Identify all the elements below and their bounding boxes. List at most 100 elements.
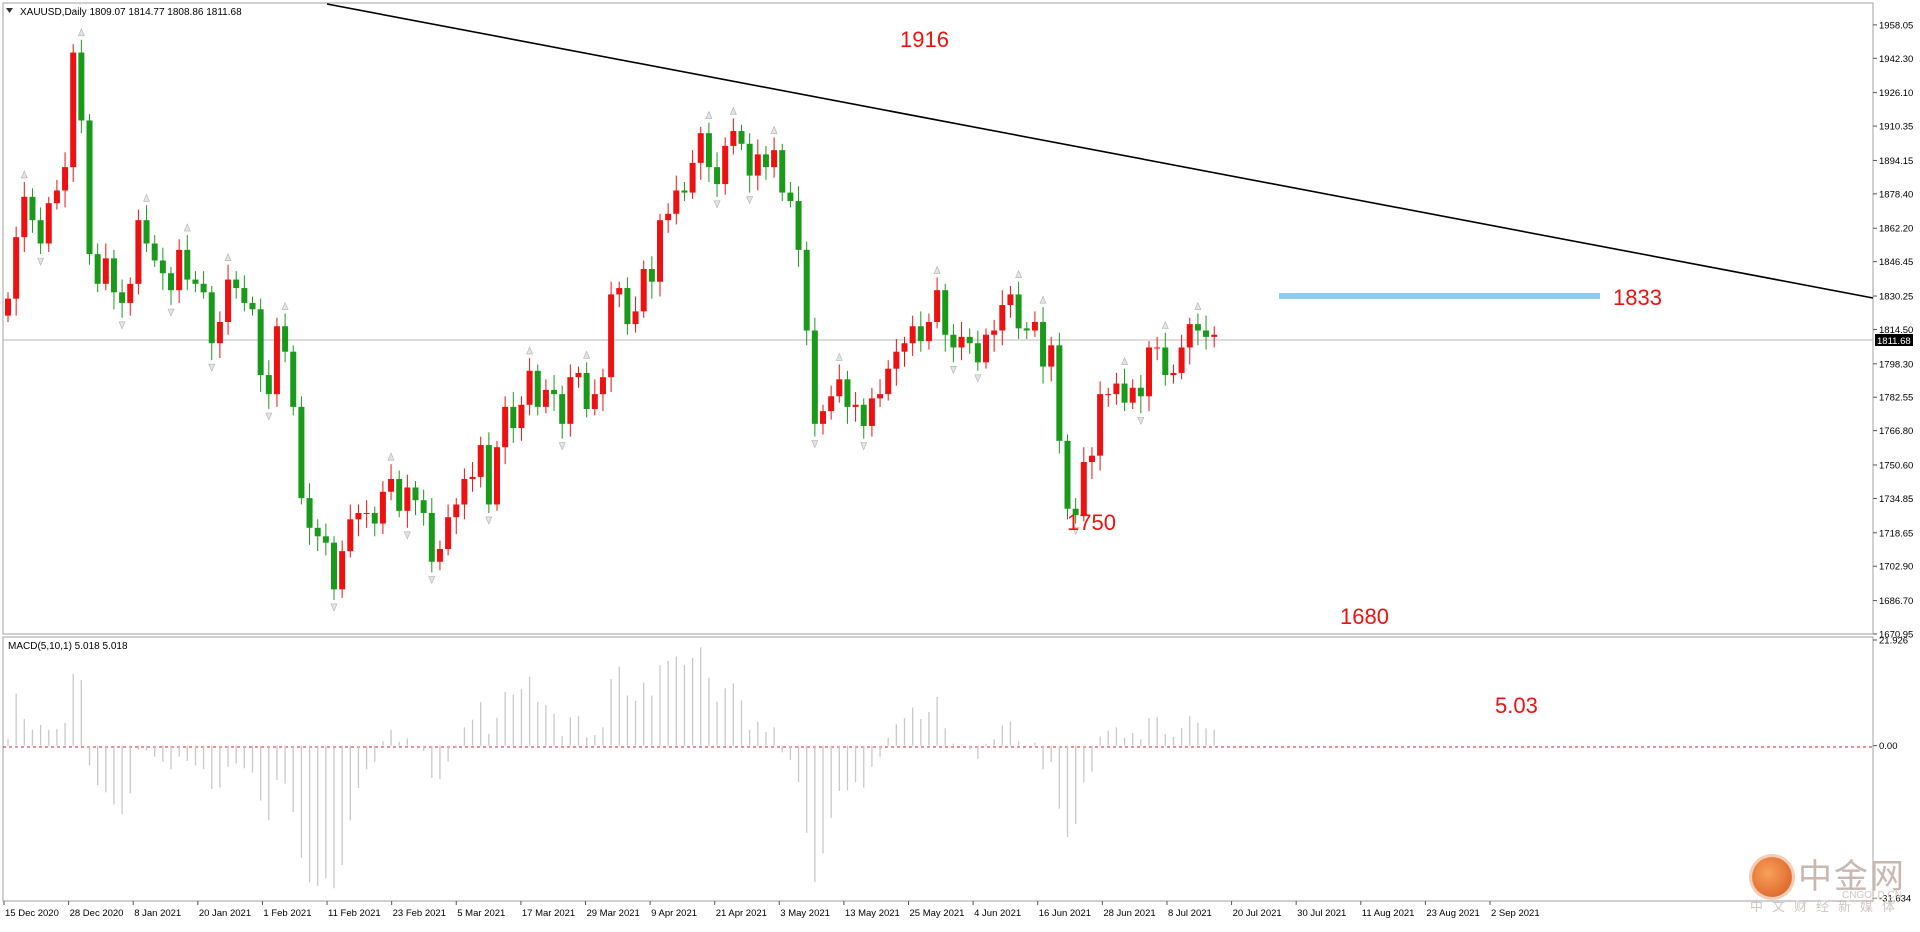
candle-body <box>820 411 826 424</box>
candle-body <box>110 258 117 293</box>
candle-body <box>795 201 802 250</box>
svg-text:1811.68: 1811.68 <box>1877 336 1911 347</box>
candle-body <box>567 377 574 424</box>
time-tick-label: 15 Dec 2020 <box>5 908 59 919</box>
price-tick-label: 1702.90 <box>1879 562 1913 573</box>
candle-body <box>1121 383 1128 403</box>
fractal-up-marker <box>933 265 941 274</box>
chart-menu-icon[interactable] <box>6 8 13 13</box>
candle-body <box>208 292 215 344</box>
symbol-header: XAUUSD,Daily 1809.07 1814.77 1808.86 181… <box>20 7 242 18</box>
candle-body <box>974 343 981 363</box>
candle-body <box>1105 394 1112 396</box>
fractal-down-marker <box>558 442 566 451</box>
candle-body <box>306 498 313 528</box>
candle-body <box>893 351 900 369</box>
candle-body <box>657 220 663 282</box>
time-tick-label: 21 Apr 2021 <box>716 908 767 919</box>
fractal-up-marker <box>705 110 713 119</box>
candle-body <box>53 190 60 204</box>
time-tick-label: 5 Mar 2021 <box>457 908 505 919</box>
fractal-up-marker <box>526 346 534 355</box>
candle-body <box>322 536 329 543</box>
candle-body <box>1113 383 1120 395</box>
candle-body <box>119 292 126 303</box>
price-tick-label: 1686.70 <box>1879 596 1913 607</box>
candle-body <box>502 406 509 448</box>
candle-body <box>852 404 859 407</box>
candle-body <box>868 398 875 426</box>
candle-body <box>583 372 590 409</box>
candle-body <box>62 167 69 191</box>
price-tick-label: 1846.45 <box>1879 257 1913 268</box>
watermark-logo: 中金网 <box>1752 857 1906 897</box>
candle-body <box>1194 324 1201 331</box>
fractal-up-marker <box>729 106 737 115</box>
time-tick-label: 16 Jun 2021 <box>1039 908 1091 919</box>
candle-body <box>469 476 476 480</box>
candle-body <box>1048 345 1055 367</box>
fractal-down-marker <box>330 603 338 612</box>
fractal-down-marker <box>1072 527 1080 536</box>
candle-body <box>102 258 109 284</box>
candle-body <box>355 512 362 520</box>
candle-body <box>1072 508 1079 516</box>
candle-body <box>991 330 998 335</box>
candle-body <box>673 190 680 214</box>
price-tick-label: 1718.65 <box>1879 528 1913 539</box>
candle-body <box>282 326 289 352</box>
candle-body <box>999 305 1006 331</box>
candle-body <box>738 131 745 144</box>
price-tick-label: 1894.15 <box>1879 156 1913 167</box>
candle-body <box>624 288 631 325</box>
time-tick-label: 30 Jul 2021 <box>1297 908 1346 919</box>
candle-body <box>909 326 916 344</box>
fractal-up-marker <box>183 223 191 232</box>
candle-body <box>21 196 28 238</box>
candle-body <box>290 351 297 407</box>
annotation-1833: 1833 <box>1613 285 1662 310</box>
candle-body <box>1007 294 1014 306</box>
candle-body <box>542 389 549 407</box>
fractal-up-marker <box>1039 295 1047 304</box>
candle-body <box>339 551 346 590</box>
time-tick-label: 25 May 2021 <box>910 908 965 919</box>
candle-body <box>559 394 566 424</box>
time-tick-label: 20 Jan 2021 <box>199 908 251 919</box>
candle-body <box>216 322 223 344</box>
candle-body <box>575 372 582 378</box>
candle-body <box>648 268 655 282</box>
candle-body <box>681 190 688 193</box>
time-tick-label: 13 May 2021 <box>845 908 900 919</box>
candle-body <box>1146 347 1152 397</box>
candle-body <box>477 445 484 477</box>
fractal-up-marker <box>77 28 85 37</box>
candle-body <box>1088 455 1095 463</box>
fractal-up-marker <box>143 193 151 202</box>
time-tick-label: 9 Apr 2021 <box>651 908 697 919</box>
time-tick-label: 1 Feb 2021 <box>263 908 311 919</box>
trendline[interactable] <box>326 3 1874 299</box>
candle-body <box>159 260 166 274</box>
fractal-up-marker <box>835 352 843 361</box>
macd-histogram <box>7 647 1215 889</box>
candle-body <box>689 162 696 193</box>
price-tick-label: 1766.80 <box>1879 426 1913 437</box>
fractal-down-marker <box>37 257 45 266</box>
candle-body <box>697 133 704 163</box>
fractal-down-marker <box>746 196 754 205</box>
candle-body <box>942 290 949 335</box>
fractal-up-marker <box>583 350 591 359</box>
candle-body <box>705 133 712 168</box>
price-tick-label: 1782.55 <box>1879 393 1913 404</box>
candle-body <box>331 542 337 590</box>
candle-body <box>1064 440 1071 509</box>
candle-body <box>616 288 623 295</box>
price-tick-label: 1830.25 <box>1879 292 1913 303</box>
candle-body <box>45 203 52 244</box>
candle-body <box>1186 324 1193 348</box>
price-tick-label: 1878.40 <box>1879 189 1913 200</box>
price-tick-label: 1734.85 <box>1879 494 1913 505</box>
fractal-up-marker <box>224 252 232 262</box>
candle-body <box>1137 387 1144 397</box>
